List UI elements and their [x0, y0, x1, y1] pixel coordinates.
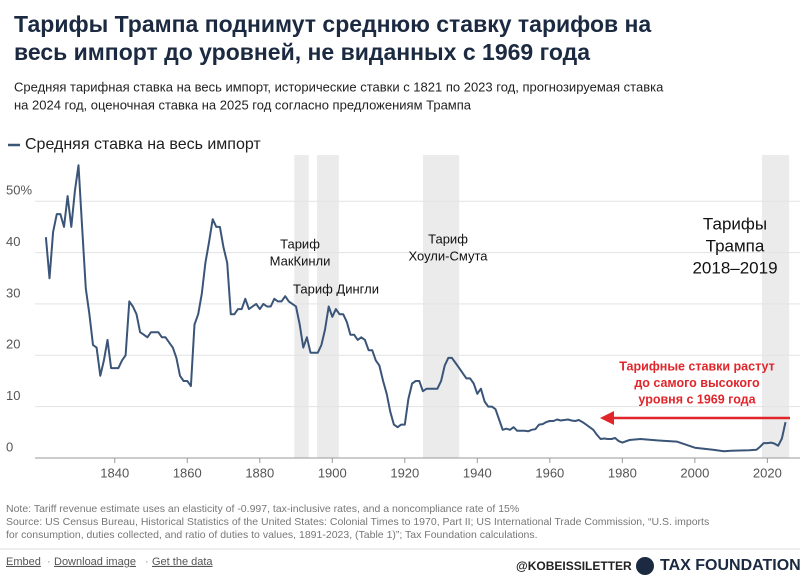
annotation: Тариф [280, 236, 320, 251]
annotation: до самого высокого [634, 376, 760, 390]
annotation: уровня с 1969 года [638, 392, 756, 406]
separator: · [47, 556, 51, 568]
subtitle: на 2024 год, оценочная ставка на 2025 го… [14, 97, 472, 112]
x-tick-label: 1940 [463, 465, 492, 480]
chart-title: весь импорт до уровней, не виданных с 19… [14, 39, 590, 65]
y-tick-label: 50% [6, 183, 32, 198]
annotation: Хоули-Смута [408, 248, 488, 263]
x-tick-label: 1840 [100, 465, 129, 480]
shaded-period [294, 155, 309, 458]
y-tick-label: 0 [6, 439, 13, 454]
note: Note: Tariff revenue estimate uses an el… [6, 503, 519, 515]
separator: · [145, 556, 149, 568]
y-tick-label: 40 [6, 234, 20, 249]
download-link[interactable]: Download image [54, 556, 136, 568]
x-tick-label: 2020 [753, 465, 782, 480]
x-tick-label: 1900 [318, 465, 347, 480]
annotation: Тарифы [703, 214, 767, 233]
annotation: Тарифные ставки растут [619, 359, 775, 373]
x-tick-label: 1880 [245, 465, 274, 480]
x-tick-label: 1980 [608, 465, 637, 480]
shaded-period [761, 155, 790, 458]
annotation: Тариф [428, 231, 468, 246]
annotation: МакКинли [270, 253, 331, 268]
x-tick-label: 1860 [173, 465, 202, 480]
brand: TAX FOUNDATION [660, 557, 800, 574]
legend-label: Средняя ставка на весь импорт [25, 136, 261, 153]
annotation: 2018–2019 [692, 258, 777, 277]
annotation: Трампа [706, 236, 765, 255]
y-tick-label: 30 [6, 285, 20, 300]
y-tick-label: 10 [6, 388, 20, 403]
x-tick-label: 1960 [535, 465, 564, 480]
shaded-period [422, 155, 460, 458]
note: Source: US Census Bureau, Historical Sta… [6, 516, 709, 528]
note: for consumption, duties collected, and r… [6, 529, 538, 541]
brand-logo [636, 557, 654, 575]
subtitle: Средняя тарифная ставка на весь импорт, … [14, 79, 664, 94]
chart-title: Тарифы Трампа поднимут среднюю ставку та… [14, 11, 651, 37]
handle: @KOBEISSILETTER [516, 559, 632, 573]
data-line [44, 164, 787, 453]
embed-link[interactable]: Embed [6, 556, 41, 568]
arrow-head [600, 411, 614, 425]
y-tick-label: 20 [6, 337, 20, 352]
data-link[interactable]: Get the data [152, 556, 213, 568]
annotation: Тариф Дингли [293, 281, 379, 296]
x-tick-label: 1920 [390, 465, 419, 480]
x-tick-label: 2000 [680, 465, 709, 480]
